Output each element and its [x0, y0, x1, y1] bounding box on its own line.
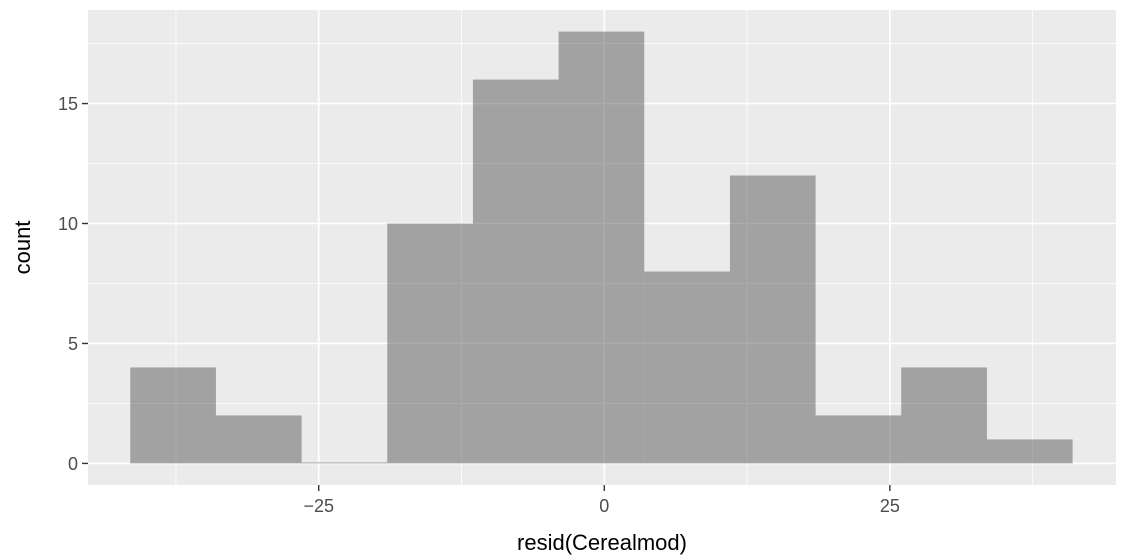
histogram-bars: [130, 31, 1073, 464]
histogram-bar: [215, 415, 302, 464]
x-axis: −25 0 25: [303, 485, 900, 516]
x-tick-label: 25: [880, 496, 900, 516]
histogram-bar: [986, 439, 1073, 464]
y-axis-title: count: [10, 221, 35, 275]
histogram-bar: [387, 223, 473, 464]
y-tick-label: 15: [58, 94, 78, 114]
histogram-bar: [644, 271, 730, 464]
y-tick-label: 0: [68, 454, 78, 474]
y-axis: 0 5 10 15: [58, 94, 88, 474]
histogram-bar: [729, 175, 816, 464]
histogram-bar: [472, 79, 559, 464]
y-tick-label: 5: [68, 334, 78, 354]
histogram-bar: [301, 462, 388, 464]
x-tick-label: 0: [599, 496, 609, 516]
y-tick-label: 10: [58, 214, 78, 234]
histogram-bar: [815, 415, 902, 464]
x-axis-title: resid(Cerealmod): [517, 530, 687, 555]
histogram-bar: [130, 367, 216, 464]
x-tick-label: −25: [303, 496, 334, 516]
histogram-bar: [901, 367, 987, 464]
histogram-bar: [558, 31, 645, 464]
